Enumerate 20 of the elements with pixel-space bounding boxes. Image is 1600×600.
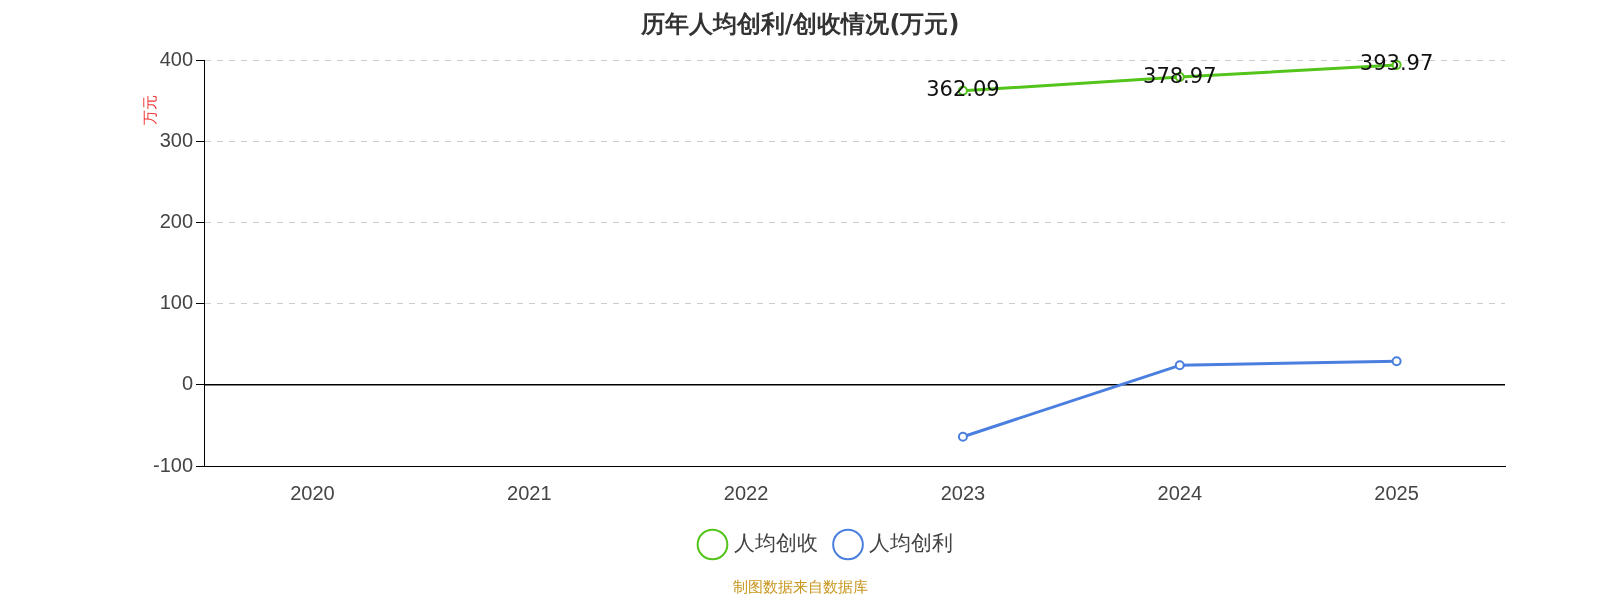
legend-label: 人均创利 [869, 531, 953, 555]
text: 制图数据来自数据库 [731, 578, 869, 597]
x-tick-label: 2025 [1374, 481, 1419, 504]
y-tick-label: 400 [159, 47, 194, 70]
point [1391, 356, 1402, 367]
x-tick-label: 2021 [507, 481, 552, 504]
y-tick-label: 0 [181, 372, 194, 395]
x-tick-label: 2022 [723, 481, 769, 504]
x-tick-label: 2020 [290, 481, 335, 504]
x-tick-label: 2024 [1157, 481, 1203, 504]
point [957, 431, 968, 442]
chart-title: 历年人均创利/创收情况(万元) [639, 9, 961, 40]
y-tick-label: 300 [159, 128, 194, 151]
legend-label: 人均创收 [733, 531, 818, 555]
y-tick-label: -100 [153, 453, 194, 476]
y-tick-label: 100 [159, 291, 194, 314]
x-tick-label: 2023 [940, 481, 986, 504]
point [1174, 360, 1185, 371]
y-tick-label: 200 [159, 209, 194, 232]
y-axis-title: 万元 [140, 95, 160, 125]
